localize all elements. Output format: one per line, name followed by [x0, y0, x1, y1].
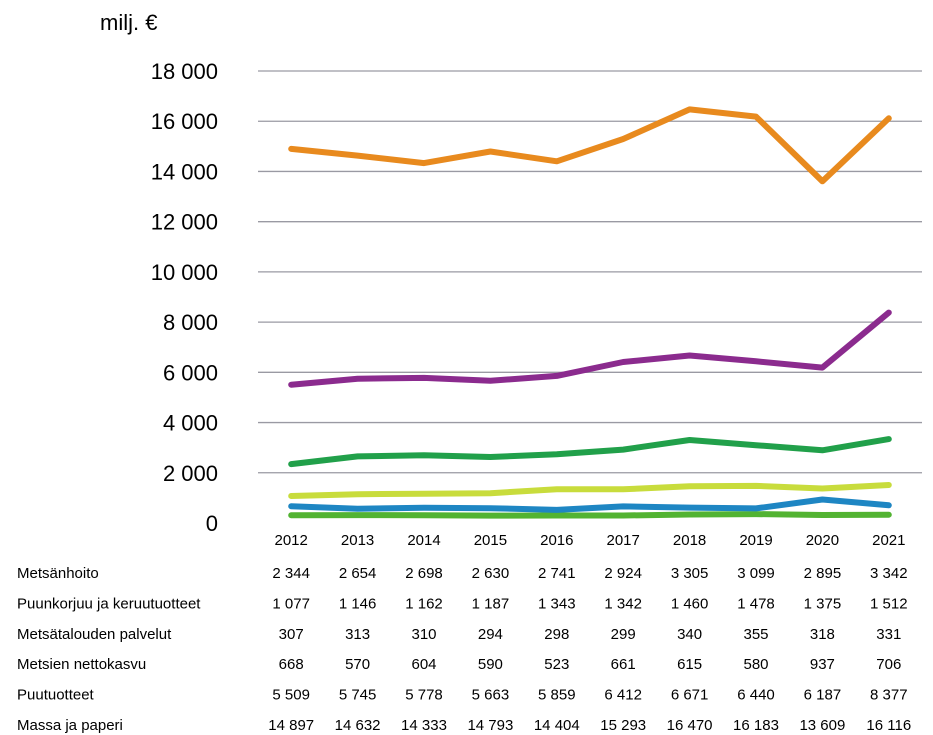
data-label: 14 897	[268, 717, 314, 734]
data-label: 8 377	[870, 687, 908, 704]
data-label: 2 630	[472, 565, 510, 582]
table-row-label: Puunkorjuu ja keruutuotteet	[17, 595, 201, 612]
data-label: 1 187	[472, 595, 510, 612]
data-label: 1 478	[737, 595, 775, 612]
data-label: 310	[411, 626, 436, 643]
data-label: 299	[611, 626, 636, 643]
data-label: 294	[478, 626, 503, 643]
y-tick-label: 16 000	[151, 109, 218, 134]
data-label: 14 632	[335, 717, 381, 734]
data-label: 1 342	[604, 595, 642, 612]
data-label: 16 183	[733, 717, 779, 734]
y-axis-ticks: 0 2 000 4 000 6 000 8 000 10 000 12 000 14 000 1…	[151, 59, 218, 536]
data-label: 1 146	[339, 595, 377, 612]
data-label: 5 778	[405, 687, 443, 704]
y-tick-label: 0	[206, 511, 218, 536]
x-tick-label: 2013	[341, 532, 374, 549]
data-label: 661	[611, 656, 636, 673]
y-tick-label: 8 000	[163, 310, 218, 335]
data-label: 6 187	[804, 687, 842, 704]
data-label: 16 116	[866, 717, 911, 734]
data-label: 570	[345, 656, 370, 673]
data-label: 5 663	[472, 687, 510, 704]
x-tick-label: 2019	[739, 532, 772, 549]
data-label: 1 460	[671, 595, 709, 612]
data-label: 3 305	[671, 565, 709, 582]
data-label: 14 333	[401, 717, 447, 734]
table-row-label: Metsien nettokasvu	[17, 656, 146, 673]
data-label: 313	[345, 626, 370, 643]
y-tick-label: 2 000	[163, 461, 218, 486]
data-label: 580	[743, 656, 768, 673]
data-label: 523	[544, 656, 569, 673]
data-label: 355	[743, 626, 768, 643]
data-label: 2 698	[405, 565, 443, 582]
table-row-label: Metsänhoito	[17, 565, 99, 582]
x-tick-label: 2021	[872, 532, 905, 549]
gridlines	[258, 70, 922, 474]
data-label: 604	[411, 656, 436, 673]
data-label: 6 440	[737, 687, 775, 704]
data-table: Metsänhoito 2 344 2 654 2 698 2 630 2 741 2 92…	[17, 565, 911, 734]
series-line	[288, 511, 892, 519]
x-tick-label: 2014	[407, 532, 440, 549]
series-line	[288, 106, 892, 185]
x-axis-ticks: 2012 2013 2014 2015 2016 2017 2018 2019 2020 2021	[275, 532, 906, 549]
data-label: 2 924	[604, 565, 642, 582]
data-label: 937	[810, 656, 835, 673]
data-label: 5 509	[272, 687, 310, 704]
data-label: 14 404	[534, 717, 580, 734]
table-row-label: Massa ja paperi	[17, 717, 123, 734]
y-tick-label: 12 000	[151, 210, 218, 235]
data-label: 298	[544, 626, 569, 643]
series-line	[288, 436, 892, 468]
x-tick-label: 2020	[806, 532, 839, 549]
series-line	[288, 309, 892, 388]
data-label: 2 654	[339, 565, 377, 582]
data-label: 16 470	[667, 717, 713, 734]
data-label: 15 293	[600, 717, 646, 734]
x-tick-label: 2016	[540, 532, 573, 549]
data-label: 706	[876, 656, 901, 673]
x-tick-label: 2012	[275, 532, 308, 549]
data-label: 6 412	[604, 687, 642, 704]
data-label: 590	[478, 656, 503, 673]
data-label: 1 375	[804, 595, 842, 612]
data-label: 2 344	[272, 565, 310, 582]
data-label: 2 895	[804, 565, 842, 582]
data-label: 2 741	[538, 565, 576, 582]
data-label: 668	[279, 656, 304, 673]
data-label: 1 512	[870, 595, 908, 612]
x-tick-label: 2015	[474, 532, 507, 549]
data-label: 1 077	[272, 595, 310, 612]
y-tick-label: 18 000	[151, 59, 218, 84]
series-line	[288, 482, 892, 499]
y-tick-label: 6 000	[163, 360, 218, 385]
data-label: 14 793	[467, 717, 513, 734]
y-tick-label: 4 000	[163, 411, 218, 436]
data-label: 13 609	[799, 717, 845, 734]
x-tick-label: 2017	[607, 532, 640, 549]
data-label: 6 671	[671, 687, 709, 704]
data-label: 3 342	[870, 565, 908, 582]
x-tick-label: 2018	[673, 532, 706, 549]
series-lines	[288, 106, 892, 519]
table-row-label: Puutuotteet	[17, 687, 95, 704]
data-label: 5 745	[339, 687, 377, 704]
data-label: 5 859	[538, 687, 576, 704]
unit-label: milj. €	[100, 10, 157, 35]
data-label: 1 162	[405, 595, 443, 612]
data-label: 615	[677, 656, 702, 673]
series-line	[288, 496, 892, 513]
data-label: 3 099	[737, 565, 775, 582]
y-tick-label: 10 000	[151, 260, 218, 285]
table-row-label: Metsätalouden palvelut	[17, 626, 172, 643]
data-label: 1 343	[538, 595, 576, 612]
data-label: 331	[876, 626, 901, 643]
data-label: 340	[677, 626, 702, 643]
y-tick-label: 14 000	[151, 159, 218, 184]
data-label: 318	[810, 626, 835, 643]
data-label: 307	[279, 626, 304, 643]
